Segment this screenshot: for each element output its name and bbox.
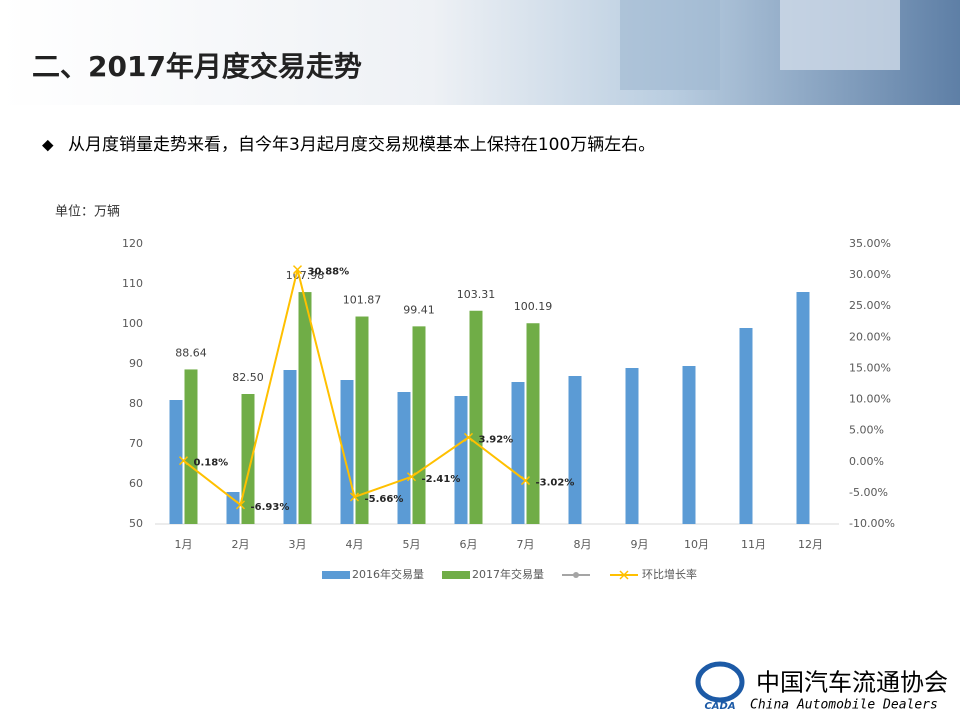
org-name: 中国汽车流通协会 bbox=[756, 669, 948, 697]
bar bbox=[397, 392, 411, 524]
y2-tick-label: 35.00% bbox=[849, 237, 891, 250]
rate-label: 3.92% bbox=[479, 434, 514, 445]
x-tick-label: 6月 bbox=[460, 538, 478, 551]
bar bbox=[796, 292, 810, 524]
bar bbox=[454, 396, 468, 524]
bar bbox=[511, 382, 525, 524]
rate-label: -6.93% bbox=[251, 502, 290, 513]
bar bbox=[526, 323, 540, 524]
bar bbox=[412, 326, 426, 524]
x-tick-label: 4月 bbox=[346, 538, 364, 551]
rate-marker bbox=[406, 472, 417, 482]
bar-label: 99.41 bbox=[403, 303, 435, 316]
y-tick-label: 70 bbox=[129, 437, 143, 450]
unit-label: 单位：万辆 bbox=[55, 205, 120, 220]
x-tick-label: 10月 bbox=[684, 538, 709, 551]
rate-marker bbox=[349, 492, 360, 502]
y-tick-label: 90 bbox=[129, 357, 143, 370]
slide-title: 二、2017年月度交易走势 bbox=[32, 50, 362, 83]
rate-marker bbox=[292, 265, 303, 275]
y2-tick-label: 10.00% bbox=[849, 393, 891, 406]
y-tick-label: 120 bbox=[122, 237, 143, 250]
x-tick-label: 9月 bbox=[631, 538, 649, 551]
x-tick-label: 3月 bbox=[289, 538, 307, 551]
bar bbox=[682, 366, 696, 524]
x-tick-label: 5月 bbox=[403, 538, 421, 551]
rate-label: 0.18% bbox=[194, 458, 229, 469]
rate-marker bbox=[178, 456, 189, 466]
header-image bbox=[620, 0, 720, 90]
legend-swatch bbox=[322, 571, 350, 579]
bar bbox=[340, 380, 354, 524]
rate-label: -3.02% bbox=[536, 478, 575, 489]
bar-label: 101.87 bbox=[343, 294, 382, 307]
y-tick-label: 50 bbox=[129, 517, 143, 530]
y2-tick-label: 0.00% bbox=[849, 455, 884, 468]
legend-marker bbox=[573, 572, 579, 578]
x-tick-label: 12月 bbox=[798, 538, 823, 551]
legend-marker bbox=[619, 570, 629, 580]
bar bbox=[226, 492, 240, 524]
chart: 50 60 70 80 90 100 110 120 -10.00% -5.00% 0.00% 5.0… bbox=[122, 237, 895, 581]
legend-label: 环比增长率 bbox=[642, 567, 697, 581]
y2-tick-label: 30.00% bbox=[849, 268, 891, 281]
y2-tick-label: -5.00% bbox=[849, 486, 888, 499]
logo-text: CADA bbox=[704, 701, 735, 712]
logo: CADA bbox=[695, 661, 745, 712]
bullet-text: 从月度销量走势来看，自今年3月起月度交易规模基本上保持在100万辆左右。 bbox=[68, 135, 655, 155]
y2-tick-label: -10.00% bbox=[849, 517, 895, 530]
y2-tick-label: 25.00% bbox=[849, 299, 891, 312]
bar-label: 82.50 bbox=[232, 371, 264, 384]
x-tick-label: 7月 bbox=[517, 538, 535, 551]
rate-marker bbox=[235, 500, 246, 510]
bar bbox=[355, 316, 369, 524]
bar-label: 88.64 bbox=[175, 346, 207, 359]
bar-label: 103.31 bbox=[457, 288, 496, 301]
bar-label: 100.19 bbox=[514, 300, 553, 313]
rate-marker bbox=[463, 432, 474, 442]
y2-tick-label: 15.00% bbox=[849, 361, 891, 374]
y2-tick-label: 5.00% bbox=[849, 424, 884, 437]
y-tick-label: 110 bbox=[122, 277, 143, 290]
bar bbox=[283, 370, 297, 524]
logo-ring bbox=[695, 661, 745, 703]
y-tick-label: 60 bbox=[129, 477, 143, 490]
y2-tick-label: 20.00% bbox=[849, 330, 891, 343]
rate-label: -2.41% bbox=[422, 474, 461, 485]
org-name-en: China Automobile Dealers bbox=[750, 698, 938, 713]
bar bbox=[298, 292, 312, 524]
rate-label: 30.88% bbox=[308, 267, 350, 278]
legend-label: 2016年交易量 bbox=[352, 567, 424, 581]
rate-marker bbox=[520, 476, 531, 486]
bar bbox=[184, 369, 198, 524]
bar bbox=[739, 328, 753, 524]
y-tick-label: 80 bbox=[129, 397, 143, 410]
legend-swatch bbox=[442, 571, 470, 579]
legend-label: 2017年交易量 bbox=[472, 567, 544, 581]
x-tick-label: 1月 bbox=[175, 538, 193, 551]
bar bbox=[169, 400, 183, 524]
x-tick-label: 11月 bbox=[741, 538, 766, 551]
y-tick-label: 100 bbox=[122, 317, 143, 330]
header-image bbox=[780, 0, 900, 70]
x-tick-label: 8月 bbox=[574, 538, 592, 551]
rate-label: -5.66% bbox=[365, 494, 404, 505]
x-tick-label: 2月 bbox=[232, 538, 250, 551]
bar bbox=[568, 376, 582, 524]
bar bbox=[469, 310, 483, 524]
bar bbox=[625, 368, 639, 524]
bullet-icon: ◆ bbox=[42, 136, 54, 154]
